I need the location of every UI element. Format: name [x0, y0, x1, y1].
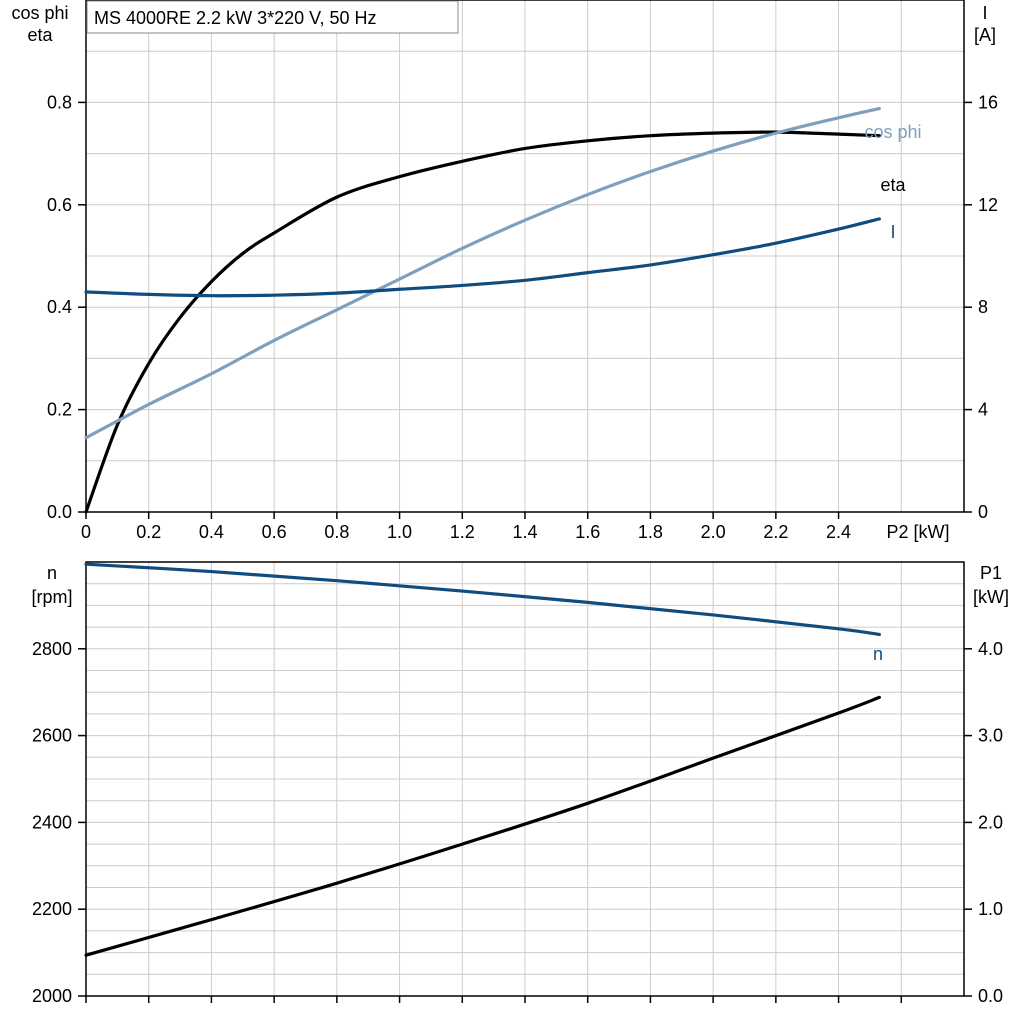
bottom-plot-frame	[85, 561, 965, 997]
top-x-tick-label-7: 1.4	[512, 522, 537, 542]
series-label-n: n	[873, 644, 883, 664]
top-x-axis-label: P2 [kW]	[886, 522, 949, 542]
top-x-tick-label-1: 0.2	[136, 522, 161, 542]
top-series	[84, 106, 881, 514]
top-panel: 0.0 0.2 0.4 0.6 0.8 0 4 8 12 16 0 0.2 0.4 0.6 0.8 1.0…	[11, 0, 998, 542]
top-series-line-i	[84, 217, 881, 298]
top-left-axis-label-1: cos phi	[11, 3, 68, 23]
top-x-tick-label-2: 0.4	[199, 522, 224, 542]
bot-right-tick-label-3: 3.0	[978, 726, 1003, 746]
series-label-eta: eta	[880, 175, 906, 195]
bottom-right-ticks: 0.0 1.0 2.0 3.0 4.0	[964, 639, 1003, 1006]
bottom-panel: 2000 2200 2400 2600 2800 0.0 1.0 2.0 3.0 4.0 n […	[31, 561, 1009, 1006]
top-left-axis-label-2: eta	[27, 25, 53, 45]
top-x-tick-label-6: 1.2	[450, 522, 475, 542]
top-right-axis-label-1: I	[982, 3, 987, 23]
bottom-left-axis-label-2: [rpm]	[31, 587, 72, 607]
bot-series-line-n	[84, 562, 881, 637]
bot-right-tick-label-4: 4.0	[978, 639, 1003, 659]
bot-left-tick-label-0: 2000	[32, 986, 72, 1006]
top-series-line-eta	[84, 130, 881, 514]
top-left-tick-label-1: 0.2	[47, 400, 72, 420]
top-right-tick-label-1: 4	[978, 400, 988, 420]
bottom-left-ticks: 2000 2200 2400 2600 2800	[32, 639, 86, 1006]
top-right-tick-label-2: 8	[978, 297, 988, 317]
bot-left-tick-label-4: 2800	[32, 639, 72, 659]
bot-left-tick-label-1: 2200	[32, 899, 72, 919]
top-x-tick-label-9: 1.8	[638, 522, 663, 542]
top-right-tick-label-4: 16	[978, 92, 998, 112]
top-x-tick-label-12: 2.4	[826, 522, 851, 542]
bottom-right-axis-label-2: [kW]	[973, 587, 1009, 607]
bot-series-line-p1	[84, 695, 881, 957]
top-right-axis-label-2: [A]	[974, 25, 996, 45]
bot-right-tick-label-0: 0.0	[978, 986, 1003, 1006]
top-grid	[86, 0, 964, 512]
bottom-grid	[85, 562, 964, 1003]
top-left-tick-label-0: 0.0	[47, 502, 72, 522]
top-x-tick-label-0: 0	[81, 522, 91, 542]
top-left-ticks: 0.0 0.2 0.4 0.6 0.8	[47, 92, 86, 522]
bottom-right-axis-label-1: P1	[980, 563, 1002, 583]
chart-title: MS 4000RE 2.2 kW 3*220 V, 50 Hz	[94, 8, 377, 28]
top-left-tick-label-3: 0.6	[47, 195, 72, 215]
top-right-tick-label-0: 0	[978, 502, 988, 522]
top-x-tick-label-3: 0.6	[262, 522, 287, 542]
bot-left-tick-label-3: 2600	[32, 726, 72, 746]
title-box	[86, 0, 459, 34]
top-x-tick-label-8: 1.6	[575, 522, 600, 542]
top-series-line-cos_phi	[84, 106, 881, 440]
bot-right-tick-label-1: 1.0	[978, 899, 1003, 919]
top-right-tick-label-3: 12	[978, 195, 998, 215]
top-x-tick-label-11: 2.2	[763, 522, 788, 542]
series-label-i: I	[890, 222, 895, 242]
top-x-tick-label-4: 0.8	[324, 522, 349, 542]
top-right-ticks: 0 4 8 12 16	[964, 92, 998, 522]
top-x-tick-label-10: 2.0	[701, 522, 726, 542]
top-left-tick-label-4: 0.8	[47, 92, 72, 112]
top-left-tick-label-2: 0.4	[47, 297, 72, 317]
series-label-cos-phi: cos phi	[864, 122, 921, 142]
top-x-tick-label-5: 1.0	[387, 522, 412, 542]
bot-right-tick-label-2: 2.0	[978, 812, 1003, 832]
bot-left-tick-label-2: 2400	[32, 812, 72, 832]
top-x-ticks: 0 0.2 0.4 0.6 0.8 1.0 1.2 1.4 1.6 1.8 2.0 2.2 2.4	[81, 512, 851, 542]
bottom-series	[84, 562, 881, 957]
bottom-left-axis-label-1: n	[47, 563, 57, 583]
